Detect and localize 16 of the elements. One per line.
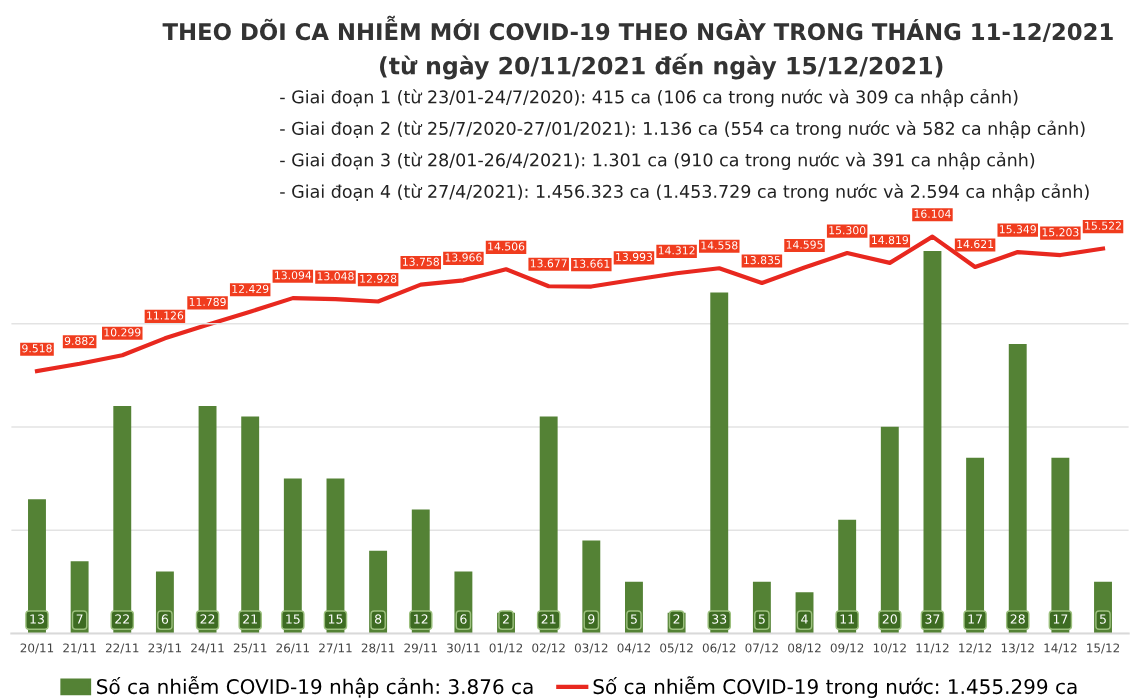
bar — [198, 406, 217, 634]
text: - Giai đoạn 2 (từ 25/7/2020-27/01/2021): 1.136 ca (554 ca trong nước và 582 ca nhập cảnh) — [280, 120, 1085, 139]
bar — [710, 292, 729, 634]
text: - Giai đoạn 3 (từ 28/01-26/4/2021): 1.301 ca (910 ca trong nước và 391 ca nhập cảnh) — [280, 152, 1035, 170]
text: - Giai đoạn 4 (từ 27/4/2021): 1.456.323 ca (1.453.729 ca trong nước và 2.594 ca nhập cảnh) — [280, 183, 1089, 202]
legend-label: Số ca nhiễm COVID-19 nhập cảnh: 3.876 ca — [97, 676, 533, 699]
chart-subtitle: (từ ngày 20/11/2021 đến ngày 15/12/2021) — [380, 53, 943, 80]
bar — [539, 416, 558, 634]
bar — [880, 426, 899, 634]
bar — [113, 406, 132, 634]
bar — [1008, 344, 1027, 634]
legend-label: Số ca nhiễm COVID-19 trong nước: 1.455.299 ca — [593, 676, 1077, 699]
chart-title: THEO DÕI CA NHIỄM MỚI COVID-19 THEO NGÀY TRONG THÁNG 11-12/2021 — [162, 15, 1113, 43]
bar — [241, 416, 260, 634]
text: - Giai đoạn 1 (từ 23/01-24/7/2020): 415 ca (106 ca trong nước và 309 ca nhập cảnh) — [280, 89, 1018, 107]
bar — [923, 251, 942, 634]
